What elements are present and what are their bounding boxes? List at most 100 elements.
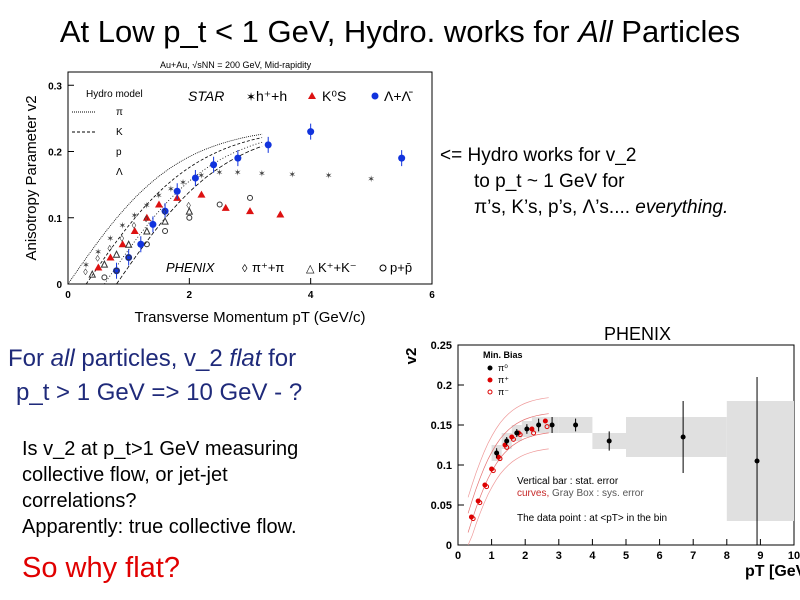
h-point: ✶: [167, 184, 175, 194]
hydro-legend: Hydro model π K p Λ: [72, 89, 143, 178]
k0s-point: [155, 200, 163, 208]
p-point: [125, 254, 132, 261]
slide-title: At Low p_t < 1 GeV, Hydro. works for All…: [0, 14, 800, 50]
y-tick-label-2: 0: [446, 540, 452, 552]
y-ticks: 0 0.1 0.2 0.3: [48, 81, 74, 291]
sys-box: [626, 417, 727, 457]
question-text: Is v_2 at p_t>1 GeV measuring collective…: [22, 436, 298, 540]
k0s-point: [221, 203, 230, 211]
so-why-flat: So why flat?: [22, 552, 180, 584]
piminus-point: [470, 516, 476, 522]
lambda-point: [210, 161, 218, 169]
y-axis-label: Anisotropy Parameter v2: [23, 95, 40, 260]
x-tick-label-2: 5: [623, 550, 629, 562]
minbias-legend: Min. Bias π⁰ π⁺ π⁻: [483, 350, 523, 397]
y-tick-label-2: 0.25: [431, 340, 452, 352]
p-point: [186, 214, 193, 221]
lambda-point: [307, 128, 315, 136]
h-point: ✶: [325, 171, 333, 181]
pi-point: ◊: [144, 214, 149, 224]
note-line-3: π’s, K’s, p’s, Λ’s.... everything.: [440, 195, 728, 221]
x-tick-label-2: 1: [489, 550, 495, 562]
legend2-piminus: π⁻: [498, 387, 509, 397]
y-tick-label-2: 0.2: [437, 380, 452, 392]
pi0-point: [536, 422, 542, 428]
p-open-marker: [379, 264, 387, 272]
lambda-point: [234, 154, 242, 162]
piminus-point: [510, 436, 516, 442]
pi-point: ◊: [186, 201, 191, 211]
k0s-point: [94, 263, 103, 271]
star-entry-lambda: Λ+Λ̄: [384, 88, 413, 104]
k0s-point: [197, 190, 206, 198]
hydro-v2-chart: Au+Au, √sNN = 200 GeV, Mid-rapidity 0 0.1…: [23, 60, 435, 326]
sys-curve-upper: [467, 397, 549, 498]
star-entry-h: h⁺+h: [256, 88, 287, 104]
legend2-piplus: π⁺: [498, 375, 509, 385]
pi0-point: [573, 422, 579, 428]
pi0-point: [680, 434, 686, 440]
star-entry-k0s: K⁰S: [322, 88, 346, 104]
k-point: [88, 269, 97, 278]
phenix-v2-chart: 0 0.05 0.1 0.15 0.2 0.25 0 1 2 3 4 5 6 7 8 9 10 v2 pT […: [403, 340, 800, 580]
legend-lambda: Λ: [116, 167, 123, 178]
pi-point: ◊: [95, 254, 100, 264]
lambda-marker: [371, 92, 379, 100]
lambda-point: [161, 207, 169, 215]
piplus-point: [529, 426, 535, 432]
p-point: [216, 201, 223, 208]
p-point: [113, 267, 120, 274]
lambda-point: [149, 220, 157, 228]
k0s-point: [246, 207, 254, 215]
hydro-note: <= Hydro works for v_2 to p_t ~ 1 GeV fo…: [440, 143, 728, 221]
data-points-2: [468, 377, 760, 545]
h-point: ✶: [288, 169, 296, 179]
x-tick-label: 2: [187, 290, 193, 301]
k0s-point: [142, 213, 151, 221]
pi0-point: [524, 426, 530, 432]
x-axis-label-2: pT [GeV/c]: [745, 563, 800, 580]
legend-p: p: [116, 147, 122, 158]
hydro-curve: [85, 137, 263, 285]
phenix-legend-label: PHENIX: [166, 260, 216, 275]
note-line-2: to p_t ~ 1 GeV for: [474, 171, 625, 192]
sys-curve-lower: [467, 448, 549, 546]
h-point: ✶: [155, 191, 163, 201]
x-axis-label: Transverse Momentum pT (GeV/c): [135, 309, 366, 326]
legend-pi: π: [116, 107, 123, 118]
flat-for: For: [8, 345, 51, 372]
k-open-marker: △: [306, 263, 315, 275]
flat-post: for: [261, 345, 297, 372]
k0s-point: [130, 227, 139, 234]
h-point: ✶: [106, 234, 114, 244]
star-label: STAR: [188, 88, 224, 104]
lambda-point: [398, 154, 406, 162]
lambda-point: [191, 174, 199, 182]
pi0-point: [606, 438, 612, 444]
pi-point: ◊: [83, 267, 88, 277]
x-tick-label-2: 7: [690, 550, 696, 562]
x-tick-label-2: 3: [556, 550, 562, 562]
annotation-sys: curves, Gray Box : sys. error: [517, 488, 644, 499]
title-pre: At Low p_t < 1 GeV, Hydro. works for: [59, 14, 579, 49]
pi-point: ◊: [107, 244, 112, 254]
plot-frame: [67, 71, 433, 285]
x-tick-label-2: 10: [788, 550, 800, 562]
flat-all: all: [50, 345, 75, 372]
k-point: [143, 226, 151, 235]
y-axis-label-2: v2: [403, 348, 420, 365]
k0s-point: [118, 240, 127, 248]
y-tick-label: 0.3: [48, 81, 62, 92]
piminus-point: [497, 456, 503, 462]
h-point: ✶: [234, 167, 242, 177]
x-tick-label-2: 9: [757, 550, 763, 562]
phenix-entry-k: K⁺+K⁻: [318, 260, 357, 275]
flat-line-1: For all particles, v_2 flat for: [8, 342, 302, 376]
piplus-point: [509, 434, 515, 440]
k0s-point: [276, 210, 285, 218]
y-tick-label-2: 0.1: [437, 460, 452, 472]
sys-error-curves: [467, 397, 549, 546]
question-line-3: correlations?: [22, 490, 137, 512]
star-marker: ✶: [246, 90, 256, 104]
